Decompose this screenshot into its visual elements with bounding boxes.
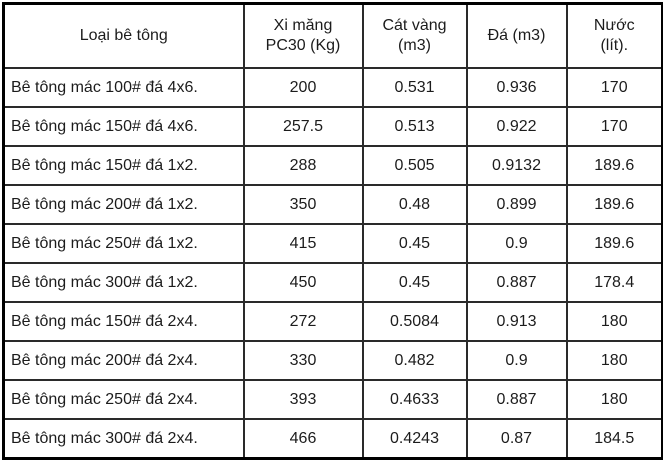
value-cell-sand: 0.4243 [361,418,468,460]
value-cell-water: 189.6 [565,184,663,225]
value-cell-water: 189.6 [565,223,663,264]
value-cell-cement: 350 [242,184,364,225]
header-cell-cement: Xi măng PC30 (Kg) [242,2,364,69]
table-row: Bê tông mác 200# đá 2x4. 330 0.482 0.9 1… [2,340,663,381]
value-cell-water: 178.4 [565,262,663,303]
value-cell-stone: 0.936 [465,67,568,108]
table-row: Bê tông mác 150# đá 2x4. 272 0.5084 0.91… [2,301,663,342]
header-cell-water: Nước (lít). [565,2,663,69]
value-cell-stone: 0.913 [465,301,568,342]
table-row: Bê tông mác 250# đá 2x4. 393 0.4633 0.88… [2,379,663,420]
value-cell-stone: 0.922 [465,106,568,147]
value-cell-water: 184.5 [565,418,663,460]
value-cell-cement: 393 [242,379,364,420]
value-cell-sand: 0.505 [361,145,468,186]
value-cell-stone: 0.887 [465,379,568,420]
row-label-cell: Bê tông mác 150# đá 1x2. [2,145,245,186]
header-cell-stone: Đá (m3) [465,2,568,69]
value-cell-sand: 0.513 [361,106,468,147]
value-cell-stone: 0.9 [465,223,568,264]
value-cell-stone: 0.899 [465,184,568,225]
value-cell-water: 180 [565,301,663,342]
value-cell-cement: 257.5 [242,106,364,147]
table-row: Bê tông mác 200# đá 1x2. 350 0.48 0.899 … [2,184,663,225]
header-cell-concrete-type: Loại bê tông [2,2,245,69]
value-cell-stone: 0.9132 [465,145,568,186]
value-cell-cement: 200 [242,67,364,108]
table-row: Bê tông mác 300# đá 1x2. 450 0.45 0.887 … [2,262,663,303]
row-label-cell: Bê tông mác 300# đá 2x4. [2,418,245,460]
header-cell-sand: Cát vàng (m3) [361,2,468,69]
value-cell-cement: 330 [242,340,364,381]
row-label-cell: Bê tông mác 150# đá 2x4. [2,301,245,342]
value-cell-cement: 272 [242,301,364,342]
value-cell-cement: 450 [242,262,364,303]
value-cell-water: 170 [565,106,663,147]
row-label-cell: Bê tông mác 200# đá 2x4. [2,340,245,381]
table-row: Bê tông mác 300# đá 2x4. 466 0.4243 0.87… [2,418,663,460]
row-label-cell: Bê tông mác 300# đá 1x2. [2,262,245,303]
row-label-cell: Bê tông mác 250# đá 2x4. [2,379,245,420]
header-row: Loại bê tông Xi măng PC30 (Kg) Cát vàng … [2,2,663,69]
value-cell-cement: 415 [242,223,364,264]
row-label-cell: Bê tông mác 250# đá 1x2. [2,223,245,264]
value-cell-sand: 0.4633 [361,379,468,420]
value-cell-sand: 0.45 [361,223,468,264]
value-cell-water: 189.6 [565,145,663,186]
value-cell-sand: 0.531 [361,67,468,108]
value-cell-sand: 0.482 [361,340,468,381]
value-cell-sand: 0.5084 [361,301,468,342]
table-row: Bê tông mác 150# đá 1x2. 288 0.505 0.913… [2,145,663,186]
value-cell-stone: 0.87 [465,418,568,460]
value-cell-cement: 288 [242,145,364,186]
table-row: Bê tông mác 250# đá 1x2. 415 0.45 0.9 18… [2,223,663,264]
value-cell-water: 180 [565,340,663,381]
value-cell-water: 170 [565,67,663,108]
table-row: Bê tông mác 150# đá 4x6. 257.5 0.513 0.9… [2,106,663,147]
value-cell-sand: 0.45 [361,262,468,303]
row-label-cell: Bê tông mác 150# đá 4x6. [2,106,245,147]
row-label-cell: Bê tông mác 200# đá 1x2. [2,184,245,225]
value-cell-water: 180 [565,379,663,420]
row-label-cell: Bê tông mác 100# đá 4x6. [2,67,245,108]
value-cell-stone: 0.887 [465,262,568,303]
value-cell-stone: 0.9 [465,340,568,381]
table-row: Bê tông mác 100# đá 4x6. 200 0.531 0.936… [2,67,663,108]
value-cell-cement: 466 [242,418,364,460]
value-cell-sand: 0.48 [361,184,468,225]
